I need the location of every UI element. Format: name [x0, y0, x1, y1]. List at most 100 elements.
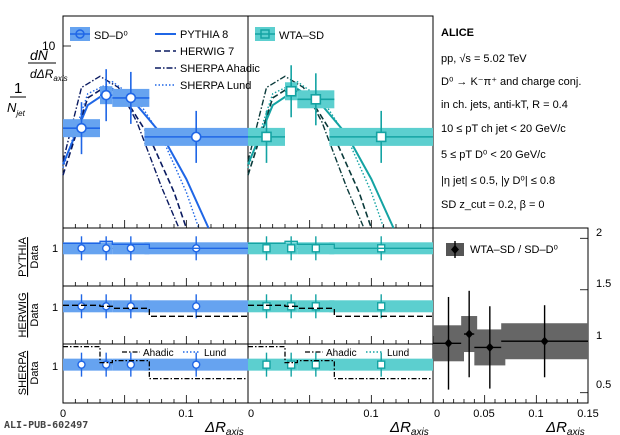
ratio-label-herwig: HERWIG: [17, 292, 29, 337]
info-line-7: SD z_cut = 0.2, β = 0: [441, 199, 545, 211]
xlabel-left: ΔRaxis: [204, 419, 244, 435]
wta-model-step-1: [248, 304, 433, 317]
sd-ratio-point-1-0: [77, 302, 86, 311]
wta-point-3: [375, 131, 387, 143]
wta-ratio-point-2-0: [262, 360, 271, 369]
sherpa-ratio-legend: Ahadic Lund Ahadic Lund: [122, 348, 409, 359]
sd-ratio-point-2-0: [77, 360, 86, 369]
wta-point-0: [261, 131, 272, 143]
x-axis-labels: 0 0.1 0 0.1 0 0.05 0.1 0.15 ΔRaxis ΔRaxi…: [60, 408, 599, 435]
ratio-point-3: [540, 336, 549, 346]
sd-ratio-point-0-2: [126, 244, 136, 253]
wta-point-1: [285, 85, 297, 97]
xlabel-mid: ΔRaxis: [389, 419, 429, 435]
xtick-right-015: 0.15: [577, 408, 598, 420]
rr-ytick-1: 1: [596, 330, 602, 342]
herwig-legend-label: HERWIG 7: [180, 46, 234, 58]
sd-point-3: [190, 131, 202, 143]
sd-model-step-2: [63, 346, 248, 380]
sd-ratio-point-2-2: [126, 360, 136, 369]
wta-ratio-point-1-3: [377, 302, 386, 311]
sd-ahadic-curve: [62, 75, 180, 229]
wta-ahadic-label: Ahadic: [326, 348, 357, 359]
ratio-ylabels: PYTHIA Data HERWIG Data SHERPA Data 1 1 …: [17, 236, 58, 395]
rr-ytick-2: 2: [596, 227, 602, 239]
pythia-legend-label: PYTHIA 8: [180, 29, 228, 41]
info-line-6: |η jet| ≤ 0.5, |y D⁰| ≤ 0.8: [441, 175, 555, 187]
ratio-ytick-sherpa: 1: [52, 361, 58, 373]
wta-lund-curve: [247, 80, 385, 229]
wta-model-step-0: [248, 240, 433, 249]
ylabel-dn: dN: [30, 47, 49, 63]
axis-ticks: [62, 45, 589, 403]
ylabel-njet: Njet: [7, 100, 26, 118]
ahadic-legend-label: SHERPA Ahadic: [180, 63, 260, 75]
ratio-point-0: [444, 338, 453, 348]
pythia-ratio-sd-frame: [62, 227, 249, 287]
sd-lund-label: Lund: [204, 348, 226, 359]
ratio-right-legend: WTA–SD / SD–D⁰: [446, 241, 559, 258]
ratio-point-1: [465, 329, 474, 339]
info-title: ALICE: [441, 27, 474, 39]
wta-legend-label: WTA–SD: [279, 30, 324, 42]
sd-model-step-1: [63, 304, 248, 317]
pythia-ratio-wta-frame: [247, 227, 434, 287]
info-line-5: 5 ≤ pT D⁰ < 20 GeV/c: [441, 149, 546, 161]
info-line-2: D⁰ → K⁻π⁺ and charge conj.: [441, 76, 581, 88]
wta-top-panel: [247, 65, 433, 229]
ratio-label-pythia: PYTHIA: [17, 236, 29, 276]
xtick-mid-01: 0.1: [363, 408, 378, 420]
wta-ratio-point-0-0: [262, 244, 271, 253]
ratio-sublabel-pythia: Data: [29, 245, 41, 269]
top-ylabel: 1 Njet dN dΔRaxis: [7, 47, 68, 118]
panel-frames: [62, 15, 589, 404]
wta-point-2: [310, 94, 322, 105]
wta-ratio-point-2-3: [377, 360, 386, 369]
ratio-legend-label: WTA–SD / SD–D⁰: [470, 244, 559, 256]
sd-point-1: [100, 89, 112, 101]
wta-ahadic-curve: [247, 75, 365, 229]
sherpa-ratio-wta-frame: [247, 343, 434, 404]
xlabel-right: ΔRaxis: [545, 419, 585, 435]
xtick-left-01: 0.1: [178, 408, 193, 420]
info-line-1: pp, √s = 5.02 TeV: [441, 53, 527, 65]
ratio-right-yticks: 2 1.5 1 0.5: [596, 227, 611, 391]
rr-ytick-15: 1.5: [596, 278, 611, 290]
ratio-label-sherpa: SHERPA: [17, 350, 29, 395]
sd-lund-curve: [62, 80, 200, 229]
lund-legend-label: SHERPA Lund: [180, 80, 251, 92]
xtick-right-01: 0.1: [528, 408, 543, 420]
ratio-point-2: [485, 342, 494, 352]
ratio-legend-marker: [451, 245, 459, 254]
herwig-ratio-sd-frame: [62, 285, 249, 345]
xtick-mid-0: 0: [248, 408, 254, 420]
info-box: ALICE pp, √s = 5.02 TeV D⁰ → K⁻π⁺ and ch…: [441, 27, 581, 211]
sd-ratio-point-0-1: [101, 244, 111, 253]
wta-ratio-point-1-2: [311, 302, 321, 311]
ratio-sublabel-sherpa: Data: [29, 361, 41, 385]
sd-point-0: [76, 122, 87, 134]
sd-ahadic-label: Ahadic: [143, 348, 174, 359]
sd-ratio-point-2-3: [191, 360, 201, 369]
sd-ratio-point-0-0: [77, 244, 86, 253]
wta-ratio-point-2-2: [311, 360, 321, 369]
sd-point-2: [125, 92, 137, 104]
ylabel-one: 1: [14, 80, 22, 97]
wta-legend: WTA–SD: [255, 27, 324, 42]
ytick-10-label: 10: [42, 39, 56, 53]
model-ratio-panels: [63, 236, 433, 380]
wta-ratio-point-0-2: [311, 244, 321, 253]
wta-herwig-curve: [247, 85, 373, 229]
wta-pythia-curve: [247, 87, 395, 229]
figure-id: ALI-PUB-602497: [4, 420, 88, 431]
wta-lund-label: Lund: [387, 348, 409, 359]
wta-ratio-point-2-1: [286, 360, 296, 369]
info-line-4: 10 ≤ pT ch jet < 20 GeV/c: [441, 123, 566, 135]
ratio-ytick-herwig: 1: [52, 302, 58, 314]
sd-top-panel: [62, 69, 248, 229]
rr-ytick-05: 0.5: [596, 379, 611, 391]
wta-model-step-2: [248, 346, 433, 380]
wta-top-frame: [247, 15, 434, 229]
sd-pythia-curve: [62, 87, 210, 229]
